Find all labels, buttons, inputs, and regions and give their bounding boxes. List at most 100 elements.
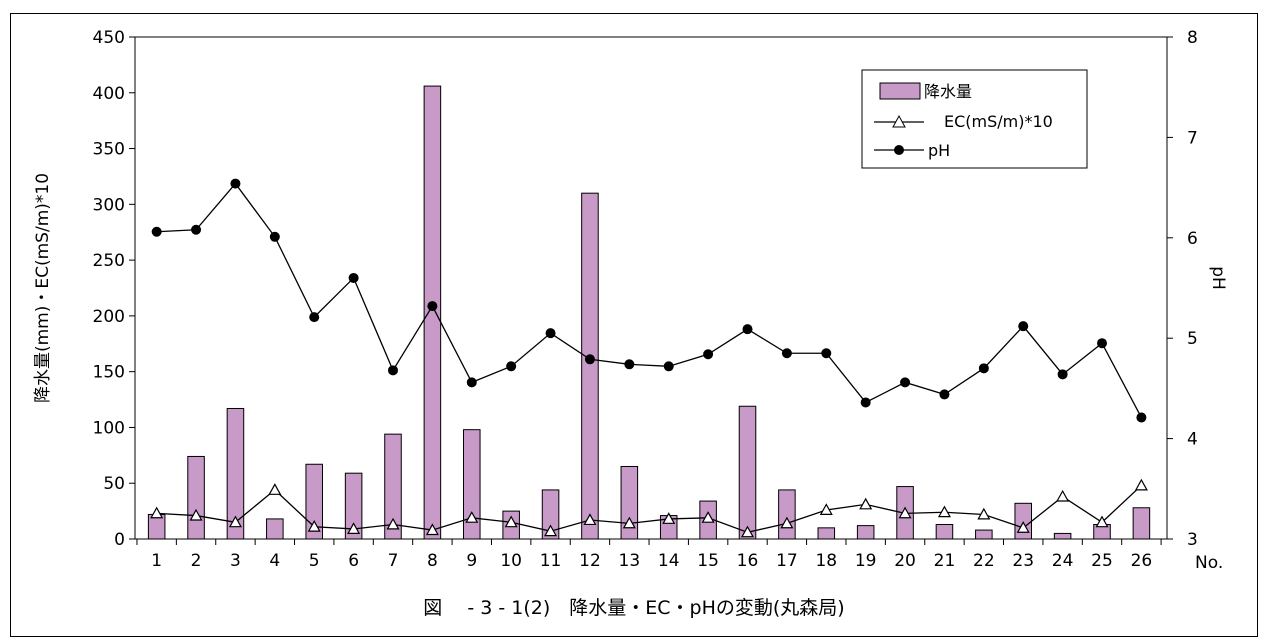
- legend-precip-label: 降水量: [924, 82, 972, 101]
- x-tick-label: 5: [309, 551, 320, 571]
- y-left-tick-label: 100: [93, 418, 125, 438]
- ph-point: [427, 301, 438, 312]
- chart-frame: [10, 13, 1258, 637]
- x-tick-label: 24: [1052, 551, 1074, 571]
- precip-bar: [423, 85, 442, 540]
- ph-point: [624, 359, 635, 370]
- legend-ph-label: pH: [928, 141, 950, 160]
- y-left-tick-label: 450: [93, 28, 125, 48]
- x-tick-label: 10: [500, 551, 522, 571]
- ph-point: [388, 365, 398, 376]
- ph-point: [978, 363, 989, 374]
- x-tick-label: 7: [388, 551, 399, 571]
- x-tick-label: 19: [855, 551, 877, 571]
- ec-point: [937, 505, 951, 518]
- ph-point: [939, 389, 950, 400]
- ph-point: [742, 324, 753, 335]
- y-left-tick-label: 300: [93, 195, 125, 215]
- ec-point: [386, 517, 400, 530]
- x-tick-label: 25: [1091, 551, 1113, 571]
- ec-point: [268, 483, 282, 495]
- ec-point: [977, 507, 991, 520]
- ph-point: [1097, 338, 1108, 349]
- x-tick-label: 6: [348, 551, 359, 571]
- x-tick-label: 21: [934, 551, 956, 571]
- y-left-tick-label: 400: [93, 84, 125, 104]
- y-right-axis-title: pH: [1208, 266, 1228, 290]
- x-tick-label: 4: [269, 551, 280, 571]
- ec-point: [859, 497, 873, 510]
- ec-point: [1056, 489, 1070, 502]
- ph-point: [269, 231, 280, 242]
- precip-bar: [778, 489, 796, 540]
- ec-point: [583, 513, 597, 526]
- x-tick-label: 12: [579, 551, 601, 571]
- ph-point: [348, 272, 359, 283]
- x-tick-label: 18: [815, 551, 837, 571]
- x-tick-label: 3: [230, 551, 241, 571]
- y-left-tick-label: 350: [93, 140, 125, 160]
- x-tick-label: 13: [619, 551, 641, 571]
- ec-point: [701, 511, 715, 523]
- ec-point: [622, 516, 636, 529]
- ph-point: [821, 348, 832, 359]
- precip-bar: [856, 525, 875, 540]
- ec-point: [819, 503, 833, 515]
- figure-caption: 図 - 3 - 1(2) 降水量・EC・pHの変動(丸森局): [423, 597, 844, 619]
- precip-bar: [935, 523, 954, 540]
- ec-point: [1095, 515, 1109, 528]
- y-right-tick-label: 7: [1187, 128, 1198, 148]
- precip-bar: [384, 433, 402, 540]
- ph-point: [781, 348, 792, 359]
- precip-bar: [463, 429, 481, 540]
- ec-point: [780, 516, 794, 529]
- ph-point: [900, 377, 911, 388]
- ec-point: [740, 525, 755, 538]
- y-left-tick-label: 50: [103, 474, 125, 494]
- y-left-tick-label: 200: [93, 307, 125, 327]
- ph-point: [703, 349, 714, 360]
- precip-bar: [738, 405, 757, 540]
- ec-point: [307, 519, 321, 532]
- x-tick-label: 15: [697, 551, 719, 571]
- ec-point: [465, 511, 479, 523]
- precip-bar: [1053, 532, 1072, 540]
- ph-point: [584, 354, 595, 365]
- ph-point: [191, 224, 202, 235]
- ec-point: [347, 522, 361, 534]
- ec-point: [1016, 521, 1030, 533]
- ec-point: [1134, 478, 1148, 491]
- x-tick-label: 16: [737, 551, 759, 571]
- precip-bar: [581, 192, 599, 540]
- ph-point: [151, 226, 162, 237]
- y-left-axis-title: 降水量(mm)・EC(mS/m)*10: [33, 173, 53, 403]
- y-left-tick-label: 0: [114, 530, 125, 550]
- precip-bar: [1132, 507, 1151, 540]
- ph-point: [545, 328, 556, 339]
- x-tick-label: 23: [1012, 551, 1034, 571]
- ph-point: [1136, 412, 1147, 423]
- x-tick-label: 26: [1131, 551, 1153, 571]
- precip-bar: [541, 489, 560, 540]
- precip-bar: [266, 518, 284, 540]
- x-tick-label: 2: [191, 551, 202, 571]
- x-tick-label: 22: [973, 551, 995, 571]
- ec-point: [662, 512, 676, 524]
- legend-ph-marker: [894, 145, 904, 155]
- precip-bar: [226, 407, 245, 540]
- y-right-tick-label: 3: [1187, 530, 1198, 550]
- ph-point: [506, 361, 517, 372]
- x-tick-label: 1: [151, 551, 162, 571]
- plot-area: [134, 36, 1168, 540]
- precip-bar: [344, 472, 363, 540]
- ec-point: [228, 515, 242, 528]
- ph-series-line: [156, 182, 1142, 418]
- ec-point: [150, 506, 164, 519]
- ph-point: [466, 377, 477, 388]
- ec-point: [189, 508, 203, 521]
- ec-point: [504, 515, 518, 528]
- y-right-tick-label: 6: [1187, 229, 1198, 249]
- ph-point: [1018, 321, 1029, 332]
- ec-point: [898, 506, 912, 519]
